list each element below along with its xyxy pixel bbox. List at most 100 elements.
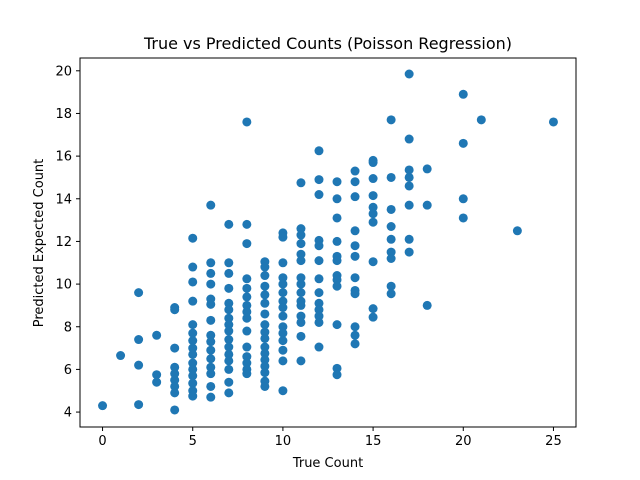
- data-point: [224, 335, 234, 345]
- data-point: [404, 165, 414, 175]
- data-point: [386, 115, 396, 125]
- data-point: [260, 355, 270, 365]
- data-point: [458, 138, 468, 148]
- data-point: [332, 236, 342, 246]
- data-point: [404, 200, 414, 210]
- data-point: [224, 356, 234, 366]
- data-point: [260, 368, 270, 378]
- data-point: [206, 345, 216, 355]
- data-point: [260, 262, 270, 272]
- data-point: [278, 258, 288, 268]
- data-point: [206, 362, 216, 372]
- data-point: [404, 69, 414, 79]
- data-point: [260, 381, 270, 391]
- data-point: [260, 290, 270, 300]
- data-point: [314, 317, 324, 327]
- data-point: [188, 277, 198, 287]
- data-point: [404, 134, 414, 144]
- data-point: [350, 289, 360, 299]
- data-point: [296, 256, 306, 266]
- data-point: [350, 339, 360, 349]
- data-point: [134, 400, 144, 410]
- data-point: [242, 342, 252, 352]
- data-point: [368, 191, 378, 201]
- data-point: [368, 174, 378, 184]
- data-point: [386, 247, 396, 257]
- data-points: [98, 69, 558, 415]
- data-point: [512, 226, 522, 236]
- data-point: [404, 181, 414, 191]
- data-point: [170, 362, 180, 372]
- data-point: [224, 388, 234, 398]
- data-point: [314, 288, 324, 298]
- data-point: [260, 298, 270, 308]
- plot-frame: [79, 57, 577, 428]
- data-point: [260, 348, 270, 358]
- data-point: [206, 299, 216, 309]
- data-point: [278, 328, 288, 338]
- data-point: [368, 217, 378, 227]
- data-point: [332, 281, 342, 291]
- data-point: [206, 279, 216, 289]
- data-point: [296, 224, 306, 234]
- y-tick-label: 20: [55, 64, 72, 79]
- data-point: [278, 296, 288, 306]
- data-point: [188, 349, 198, 359]
- y-axis-label: Predicted Expected Count: [32, 159, 47, 328]
- data-point: [332, 370, 342, 380]
- x-tick-label: 10: [275, 434, 292, 449]
- data-point: [404, 247, 414, 257]
- data-point: [242, 352, 252, 362]
- data-point: [206, 337, 216, 347]
- data-point: [278, 336, 288, 346]
- data-point: [368, 209, 378, 219]
- data-point: [260, 309, 270, 319]
- data-point: [314, 256, 324, 266]
- data-point: [152, 330, 162, 340]
- data-point: [224, 342, 234, 352]
- data-point: [350, 251, 360, 261]
- data-point: [278, 279, 288, 289]
- data-point: [476, 115, 486, 125]
- data-point: [224, 364, 234, 374]
- data-point: [386, 281, 396, 291]
- data-point: [332, 275, 342, 285]
- data-point: [278, 288, 288, 298]
- data-point: [422, 200, 432, 210]
- data-point: [188, 358, 198, 368]
- data-point: [260, 333, 270, 343]
- data-point: [548, 117, 558, 127]
- data-point: [188, 233, 198, 243]
- data-point: [242, 239, 252, 249]
- data-point: [350, 192, 360, 202]
- y-axis-ticks: 4 6 8 10 12 14 16 18 20: [55, 64, 80, 421]
- data-point: [386, 289, 396, 299]
- data-point: [296, 331, 306, 341]
- data-point: [296, 178, 306, 188]
- data-point: [458, 89, 468, 99]
- data-point: [152, 370, 162, 380]
- x-tick-label: 15: [365, 434, 382, 449]
- y-tick-label: 14: [55, 192, 72, 207]
- data-point: [260, 327, 270, 337]
- data-point: [350, 322, 360, 332]
- data-point: [206, 268, 216, 278]
- data-point: [332, 320, 342, 330]
- data-point: [278, 311, 288, 321]
- data-point: [152, 377, 162, 387]
- data-point: [422, 300, 432, 310]
- data-point: [278, 273, 288, 283]
- data-point: [386, 254, 396, 263]
- data-point: [314, 342, 324, 352]
- data-point: [188, 364, 198, 374]
- data-point: [422, 164, 432, 174]
- data-point: [278, 356, 288, 366]
- data-point: [170, 375, 180, 385]
- data-point: [242, 307, 252, 317]
- data-point: [224, 349, 234, 359]
- data-point: [242, 219, 252, 229]
- data-point: [134, 360, 144, 370]
- data-point: [368, 312, 378, 322]
- data-point: [242, 300, 252, 310]
- data-point: [314, 311, 324, 321]
